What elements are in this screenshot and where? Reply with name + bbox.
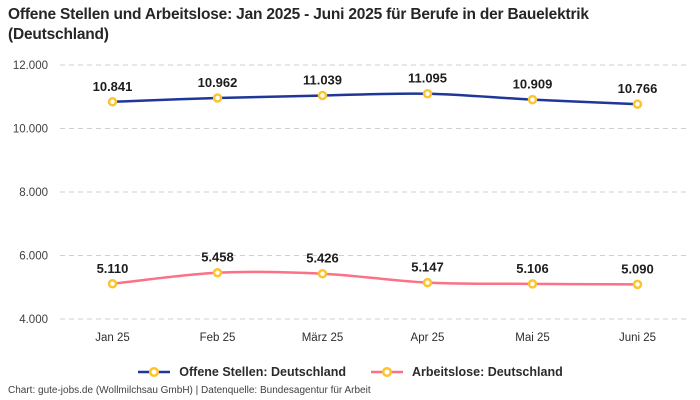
data-point-marker: [212, 267, 223, 278]
legend-swatch-marker: [381, 366, 393, 378]
data-point-label: 10.909: [513, 77, 553, 92]
x-tick-label: Mai 25: [515, 332, 550, 344]
data-point-label: 5.426: [306, 251, 339, 266]
data-point-marker: [422, 277, 433, 288]
data-point-marker: [632, 99, 643, 109]
data-point-marker: [422, 88, 433, 99]
data-point-marker: [527, 94, 538, 105]
x-tick-label: Juni 25: [619, 332, 656, 344]
source-attribution: Chart: gute-jobs.de (Wollmilchsau GmbH) …: [8, 385, 371, 396]
y-tick-label: 10.000: [13, 124, 48, 136]
data-point-marker: [317, 90, 328, 101]
data-point-marker: [317, 268, 328, 279]
data-point-label: 11.095: [408, 71, 447, 86]
data-point-marker: [107, 279, 118, 289]
data-point-label: 5.147: [411, 260, 444, 275]
data-point-marker: [632, 279, 643, 290]
data-point-label: 10.766: [618, 81, 658, 96]
data-point-label: 5.090: [621, 261, 654, 276]
chart-svg: 4.000 6.000 8.000 10.000 12.000 Jan 25 Feb 25 M…: [13, 60, 690, 344]
y-tick-label: 12.000: [13, 60, 48, 72]
data-point-label: 5.110: [97, 261, 129, 276]
legend-item-arbeitslose: Arbeitslose: Deutschland: [370, 365, 563, 379]
legend-swatch-offene-stellen-icon: [138, 366, 171, 378]
data-point-label: 5.458: [201, 250, 234, 265]
y-tick-label: 6.000: [19, 251, 48, 263]
legend-swatch-arbeitslose-icon: [370, 366, 403, 378]
data-point-label: 5.106: [516, 261, 549, 276]
data-point-label: 11.039: [303, 73, 342, 88]
y-tick-label: 8.000: [19, 187, 48, 199]
legend-swatch-marker: [149, 366, 160, 378]
x-tick-label: Feb 25: [200, 332, 236, 344]
legend-label-offene-stellen: Offene Stellen: Deutschland: [179, 365, 346, 379]
y-tick-label: 4.000: [19, 314, 48, 326]
x-tick-label: März 25: [302, 332, 344, 344]
series-line-1: [111, 270, 639, 286]
data-point-label: 10.841: [93, 79, 133, 94]
legend-label-arbeitslose: Arbeitslose: Deutschland: [411, 365, 563, 379]
data-point-marker: [107, 97, 118, 107]
chart-title: Offene Stellen und Arbeitslose: Jan 2025…: [8, 6, 589, 43]
legend-item-offene-stellen: Offene Stellen: Deutschland: [137, 365, 346, 379]
data-point-marker: [212, 93, 223, 103]
data-point-marker: [527, 279, 538, 289]
legend: Offene Stellen: Deutschland Arbeitslose:…: [0, 361, 700, 383]
series-line-0: [111, 92, 639, 106]
data-point-label: 10.962: [198, 75, 238, 90]
x-tick-label: Jan 25: [95, 332, 130, 344]
x-tick-label: Apr 25: [411, 332, 445, 344]
